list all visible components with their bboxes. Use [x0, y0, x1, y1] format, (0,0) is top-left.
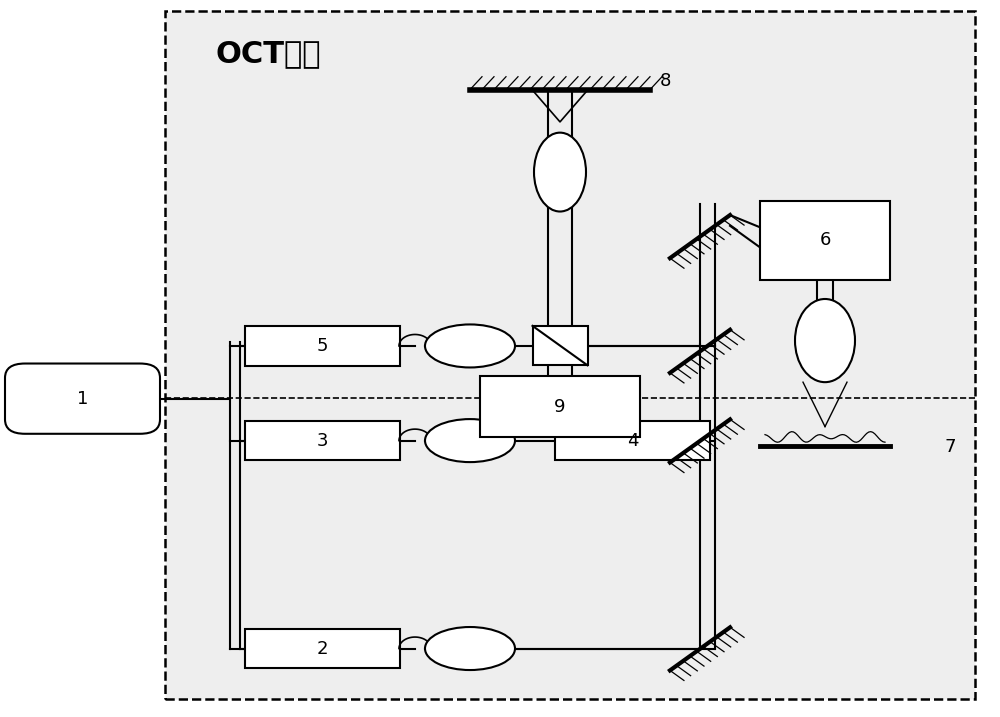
Ellipse shape — [425, 419, 515, 462]
FancyBboxPatch shape — [165, 11, 975, 699]
FancyBboxPatch shape — [533, 326, 588, 366]
Text: 6: 6 — [819, 231, 831, 250]
FancyBboxPatch shape — [480, 376, 640, 437]
FancyBboxPatch shape — [245, 421, 400, 460]
Text: 3: 3 — [317, 432, 328, 450]
Text: 1: 1 — [77, 389, 88, 408]
Text: 2: 2 — [317, 640, 328, 657]
FancyBboxPatch shape — [245, 629, 400, 668]
FancyBboxPatch shape — [5, 364, 160, 434]
Ellipse shape — [534, 133, 586, 212]
Ellipse shape — [425, 627, 515, 670]
Ellipse shape — [795, 299, 855, 382]
Text: OCT系统: OCT系统 — [215, 39, 320, 68]
Text: 8: 8 — [660, 72, 671, 90]
Ellipse shape — [425, 325, 515, 368]
Text: 9: 9 — [554, 398, 566, 416]
Text: 4: 4 — [627, 432, 638, 450]
FancyBboxPatch shape — [245, 326, 400, 366]
FancyBboxPatch shape — [555, 421, 710, 460]
Text: 7: 7 — [945, 437, 956, 456]
Text: 5: 5 — [317, 337, 328, 355]
FancyBboxPatch shape — [760, 201, 890, 280]
